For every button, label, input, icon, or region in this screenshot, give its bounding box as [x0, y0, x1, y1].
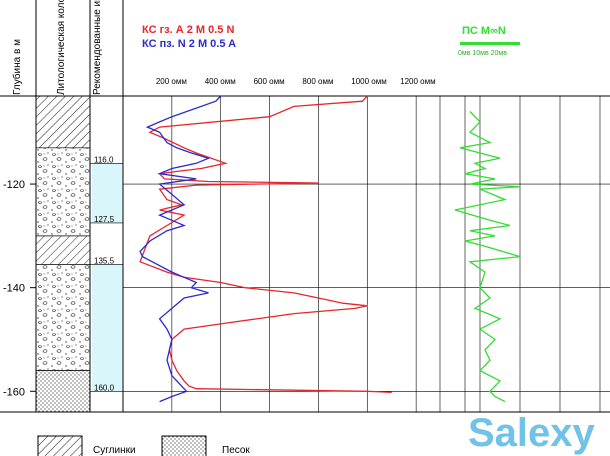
lithology-layer — [35, 95, 91, 149]
interval-label: 116,0 — [94, 155, 114, 164]
resistivity-tick-label: 400 омм — [205, 77, 236, 86]
depth-tick-label: -120 — [3, 179, 25, 191]
depth-tick-label: -140 — [3, 283, 25, 295]
depth-tick-label: -160 — [3, 386, 25, 398]
series-line-0 — [139, 95, 392, 393]
ps-scale-bar — [460, 42, 520, 45]
resistivity-ticks: 200 омм 400 омм 600 омм 800 омм 1000 омм 1200… — [156, 77, 436, 86]
grid — [122, 96, 610, 412]
interval-label: 135,5 — [94, 256, 115, 265]
interval-band — [92, 264, 123, 392]
legend-ks-gz: КС гз. А 2 М 0.5 N — [142, 24, 234, 36]
intervals-header-text: Рекомендованные интервалы — [92, 0, 103, 95]
resistivity-tick-label: 1000 омм — [351, 77, 386, 86]
resistivity-tick-label: 600 омм — [254, 77, 285, 86]
resistivity-tick-label: 200 омм — [156, 77, 187, 86]
series-line-1 — [139, 95, 222, 403]
lithology-layer — [35, 235, 91, 265]
series-line-2 — [454, 111, 521, 403]
legend-hatch-swatch — [37, 435, 83, 456]
resistivity-tick-label: 800 омм — [302, 77, 333, 86]
interval-label: 127,5 — [94, 215, 115, 224]
lithology-layer — [35, 370, 91, 413]
curves — [139, 95, 521, 403]
interval-label: 160,0 — [94, 383, 115, 392]
lithology-layer — [35, 264, 91, 371]
legend-dots-swatch — [161, 435, 207, 456]
legend-dots-label: Песок — [222, 445, 250, 456]
legend-ps: ПС М∞N — [462, 25, 506, 37]
watermark: Salexy — [468, 411, 596, 455]
depth-ticks: -120 -140 -160 — [3, 179, 36, 398]
lithology-header: Литологическая колонка — [56, 0, 67, 95]
ps-scale-label: 0мв 10мв 20мв — [458, 50, 507, 57]
intervals-header: Рекомендованные интервалы — [92, 0, 103, 95]
interval-band — [92, 163, 123, 223]
depth-header: Глубина в м — [11, 39, 23, 95]
legend-hatch-label: Суглинки — [93, 445, 136, 456]
resistivity-tick-label: 1200 омм — [400, 77, 435, 86]
recommended-intervals: 116,0 127,5 135,5 160,0 — [90, 155, 123, 392]
lithology-layer — [35, 147, 91, 237]
lithology-column — [35, 95, 91, 413]
legend-ks-pz: КС пз. N 2 M 0.5 A — [142, 38, 236, 50]
